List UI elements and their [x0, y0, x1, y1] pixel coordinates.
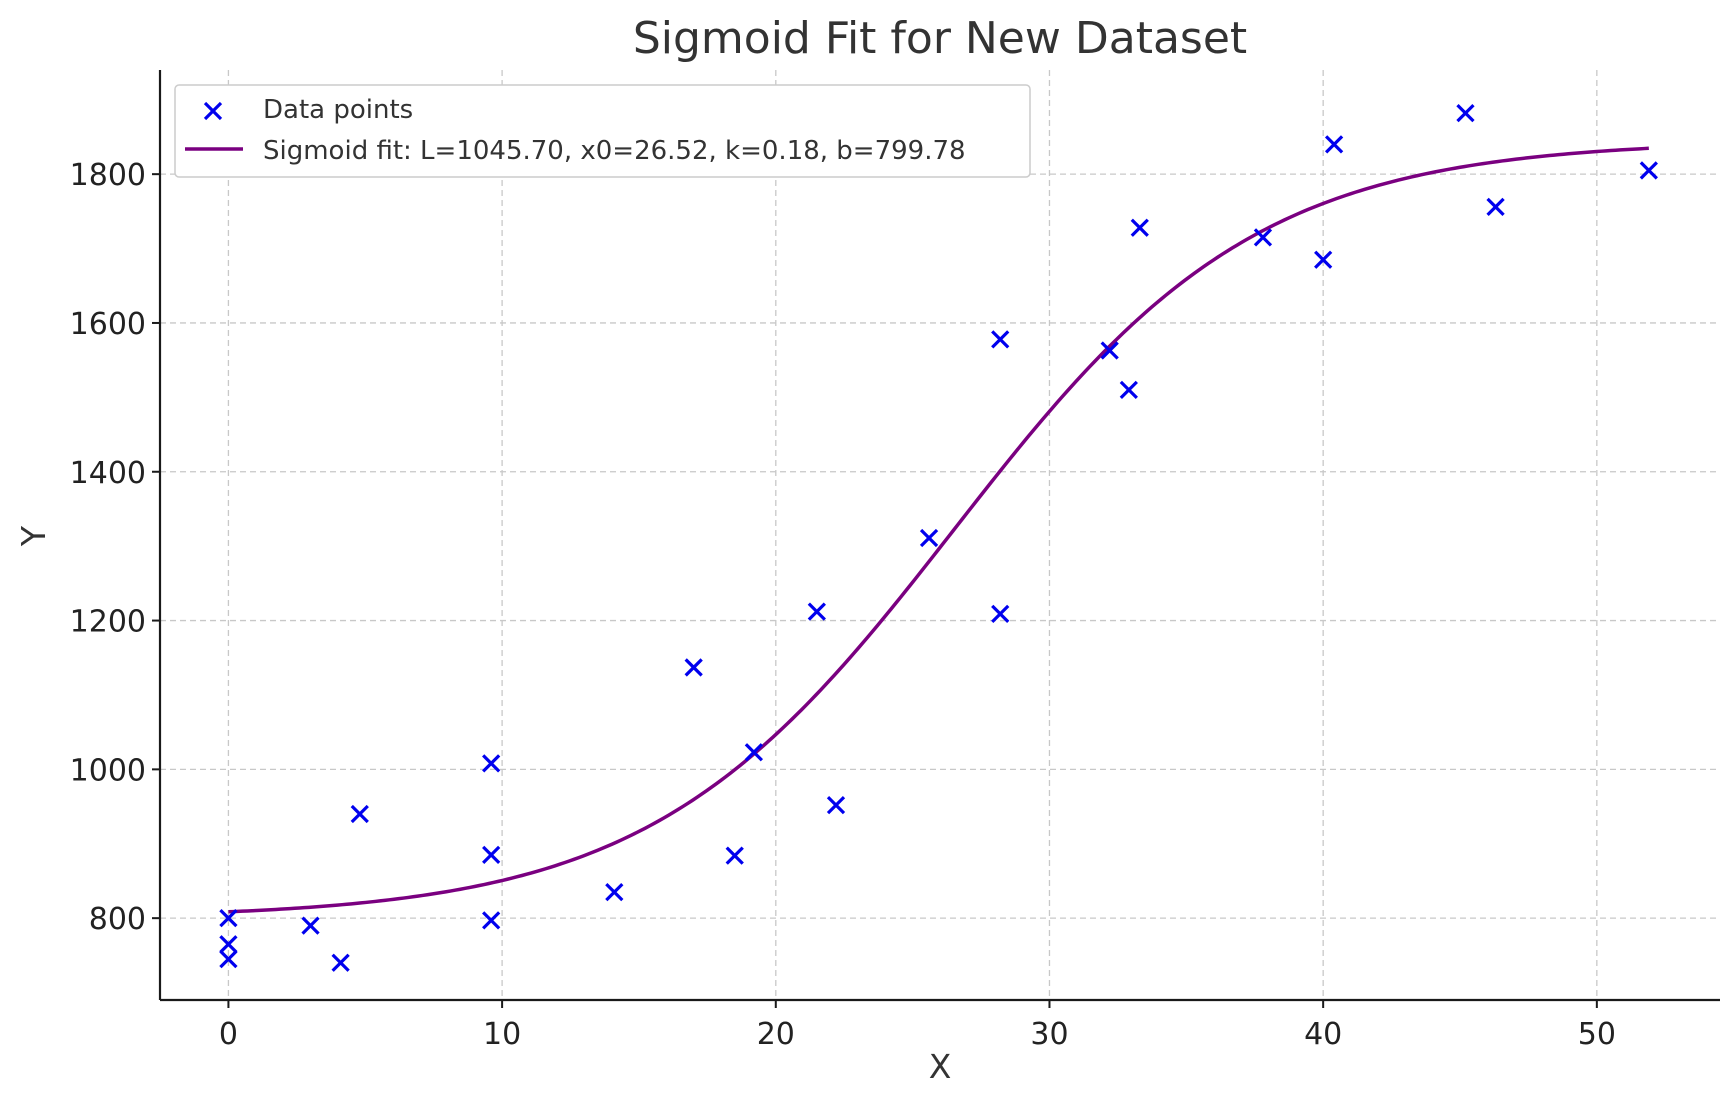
- sigmoid-fit-line: [228, 146, 1649, 914]
- y-axis-label: Y: [14, 525, 53, 547]
- fit-curve-layer: [228, 146, 1649, 914]
- y-tick-label-1800: 1800: [70, 158, 146, 193]
- data-point-19: [1119, 380, 1138, 400]
- data-point-11: [725, 846, 744, 865]
- data-point-26: [1639, 161, 1658, 180]
- data-point-23: [1324, 135, 1344, 154]
- y-tick-label-1000: 1000: [70, 753, 146, 788]
- y-tick-label-1400: 1400: [70, 456, 146, 491]
- data-point-21: [1253, 228, 1273, 247]
- y-tick-label-1200: 1200: [70, 605, 146, 640]
- x-tick-label-10: 10: [483, 1017, 521, 1052]
- data-point-20: [1130, 218, 1149, 237]
- data-point-3: [301, 916, 320, 935]
- grid-lines: [160, 70, 1720, 1000]
- x-tick-label-50: 50: [1578, 1017, 1616, 1052]
- data-point-10: [684, 658, 703, 677]
- data-point-1: [219, 935, 238, 954]
- legend-label-sigmoid-fit: Sigmoid fit: L=1045.70, x0=26.52, k=0.18…: [263, 136, 966, 166]
- data-point-18: [1100, 341, 1119, 360]
- data-point-5: [350, 804, 369, 824]
- x-axis-label: X: [929, 1047, 952, 1086]
- data-point-15: [919, 528, 939, 548]
- data-point-0: [219, 909, 238, 928]
- data-point-4: [331, 953, 350, 972]
- data-point-12: [744, 743, 764, 762]
- data-point-2: [219, 949, 238, 969]
- data-point-25: [1486, 197, 1505, 217]
- legend-label-data-points: Data points: [263, 95, 413, 125]
- legend: Data points Sigmoid fit: L=1045.70, x0=2…: [174, 84, 1031, 178]
- data-point-9: [605, 882, 624, 902]
- x-tick-label-40: 40: [1304, 1017, 1342, 1052]
- data-point-22: [1314, 250, 1333, 269]
- data-point-8: [482, 911, 501, 930]
- x-tick-label-0: 0: [219, 1017, 238, 1052]
- axes: [152, 70, 1720, 1008]
- x-tick-label-20: 20: [757, 1017, 795, 1052]
- legend-box: [174, 84, 1031, 178]
- data-points-layer: [219, 104, 1658, 972]
- data-point-6: [482, 754, 501, 773]
- data-point-24: [1456, 104, 1475, 123]
- data-point-16: [991, 330, 1010, 349]
- tick-labels: 0 10 20 30 40 50 800 1000 1200 1400 1600 1800: [70, 158, 1616, 1052]
- legend-marker-x-icon: [203, 101, 223, 121]
- data-point-13: [807, 602, 826, 621]
- data-point-17: [991, 604, 1010, 623]
- y-tick-label-1600: 1600: [70, 307, 146, 342]
- x-tick-label-30: 30: [1030, 1017, 1068, 1052]
- data-point-7: [482, 845, 501, 865]
- data-point-14: [826, 795, 846, 815]
- y-tick-label-800: 800: [89, 902, 146, 937]
- chart-title: Sigmoid Fit for New Dataset: [633, 13, 1247, 64]
